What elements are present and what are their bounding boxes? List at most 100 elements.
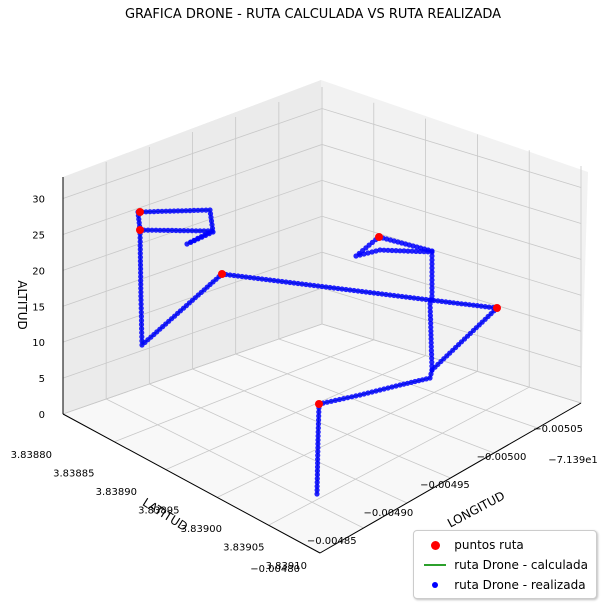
realized-point xyxy=(428,320,434,326)
realized-point xyxy=(138,321,145,328)
realized-point xyxy=(314,487,320,493)
realized-point xyxy=(243,274,249,280)
realized-point xyxy=(139,326,145,332)
realized-point xyxy=(287,279,293,286)
realized-point xyxy=(377,247,383,253)
realized-point xyxy=(429,261,435,267)
realized-point xyxy=(139,338,145,344)
floor-pane xyxy=(63,324,581,553)
realized-point xyxy=(409,248,415,254)
realized-point xyxy=(165,227,171,233)
realized-point xyxy=(353,393,359,399)
realized-point xyxy=(429,363,435,369)
realized-point xyxy=(429,351,435,357)
route-waypoint xyxy=(315,400,323,408)
legend-label: puntos ruta xyxy=(454,538,524,552)
realized-point xyxy=(181,228,187,234)
realized-point xyxy=(147,209,153,215)
realized-point xyxy=(137,246,143,252)
realized-point xyxy=(385,385,391,391)
realized-point xyxy=(458,301,465,307)
realized-point xyxy=(319,283,325,290)
legend: puntos ruta ruta Drone - calculada ruta … xyxy=(413,530,597,599)
realized-point xyxy=(359,288,365,295)
realized-point xyxy=(149,227,155,233)
realized-point xyxy=(314,491,320,497)
realized-point xyxy=(303,281,309,288)
realized-point xyxy=(137,254,143,260)
x-tick-label: −0.00485 xyxy=(307,536,357,547)
realized-point xyxy=(153,227,159,233)
realized-point xyxy=(439,298,445,304)
realized-point xyxy=(455,300,461,306)
realized-point xyxy=(138,293,144,299)
realized-point xyxy=(315,425,321,431)
realized-point xyxy=(328,398,334,404)
chart-title: GRAFICA DRONE - RUTA CALCULADA VS RUTA R… xyxy=(125,7,501,22)
x-axis-line xyxy=(319,402,582,554)
realized-point xyxy=(138,313,144,319)
realized-point xyxy=(341,396,347,402)
realized-point xyxy=(447,299,453,305)
realized-point xyxy=(279,278,285,285)
realized-point xyxy=(427,375,433,381)
realized-point xyxy=(428,324,434,330)
realized-point xyxy=(315,441,321,447)
realized-point xyxy=(381,386,387,392)
realized-point xyxy=(379,291,385,297)
realized-point xyxy=(138,309,144,315)
realized-point xyxy=(403,294,409,300)
realized-point xyxy=(137,250,143,256)
realized-point xyxy=(179,208,185,214)
realized-point xyxy=(315,437,321,443)
realized-point xyxy=(324,399,330,405)
z-tick-label: 20 xyxy=(32,266,45,277)
realized-point xyxy=(314,476,320,482)
realized-point xyxy=(193,228,199,234)
realized-point xyxy=(314,468,320,474)
realized-point xyxy=(159,208,165,214)
y-tick-label: 3.83890 xyxy=(96,487,137,498)
realized-point xyxy=(299,281,305,287)
realized-point xyxy=(343,286,349,293)
realized-point xyxy=(361,391,367,397)
realized-point xyxy=(197,228,203,234)
realized-point xyxy=(175,208,181,214)
realized-point xyxy=(345,395,351,401)
route-waypoint xyxy=(218,270,226,278)
realized-point xyxy=(428,371,434,377)
realized-point xyxy=(155,208,161,214)
realized-point xyxy=(369,389,375,395)
right-pane xyxy=(321,80,588,403)
realized-point xyxy=(429,273,435,279)
realized-point xyxy=(482,304,488,310)
realized-point xyxy=(251,275,257,281)
realized-point xyxy=(203,207,209,213)
realized-point xyxy=(451,300,457,306)
z-tick-label: 0 xyxy=(39,410,45,421)
realized-point xyxy=(138,266,144,272)
y-axis-line xyxy=(62,413,321,554)
realized-point xyxy=(331,285,337,291)
y-tick-label: 3.83905 xyxy=(223,543,264,554)
realized-point xyxy=(428,336,434,342)
realized-point xyxy=(189,228,195,234)
realized-point xyxy=(429,277,435,283)
realized-point xyxy=(138,285,144,291)
realized-point xyxy=(443,299,449,305)
realized-point xyxy=(314,483,320,489)
realized-point xyxy=(415,295,421,302)
z-tick-labels: 0 5 10 15 20 25 30 xyxy=(32,195,45,421)
realized-point xyxy=(314,464,321,470)
realized-point xyxy=(367,289,373,296)
realized-point xyxy=(315,429,321,435)
realized-point xyxy=(335,285,341,292)
z-tick-label: 5 xyxy=(39,374,45,385)
series-realized-points xyxy=(135,207,500,497)
realized-point xyxy=(389,247,395,254)
realized-point xyxy=(428,348,434,354)
route-waypoint xyxy=(136,208,144,216)
realized-point xyxy=(365,250,371,256)
realized-point xyxy=(315,452,321,458)
x-tick-label: −0.00500 xyxy=(477,452,527,463)
